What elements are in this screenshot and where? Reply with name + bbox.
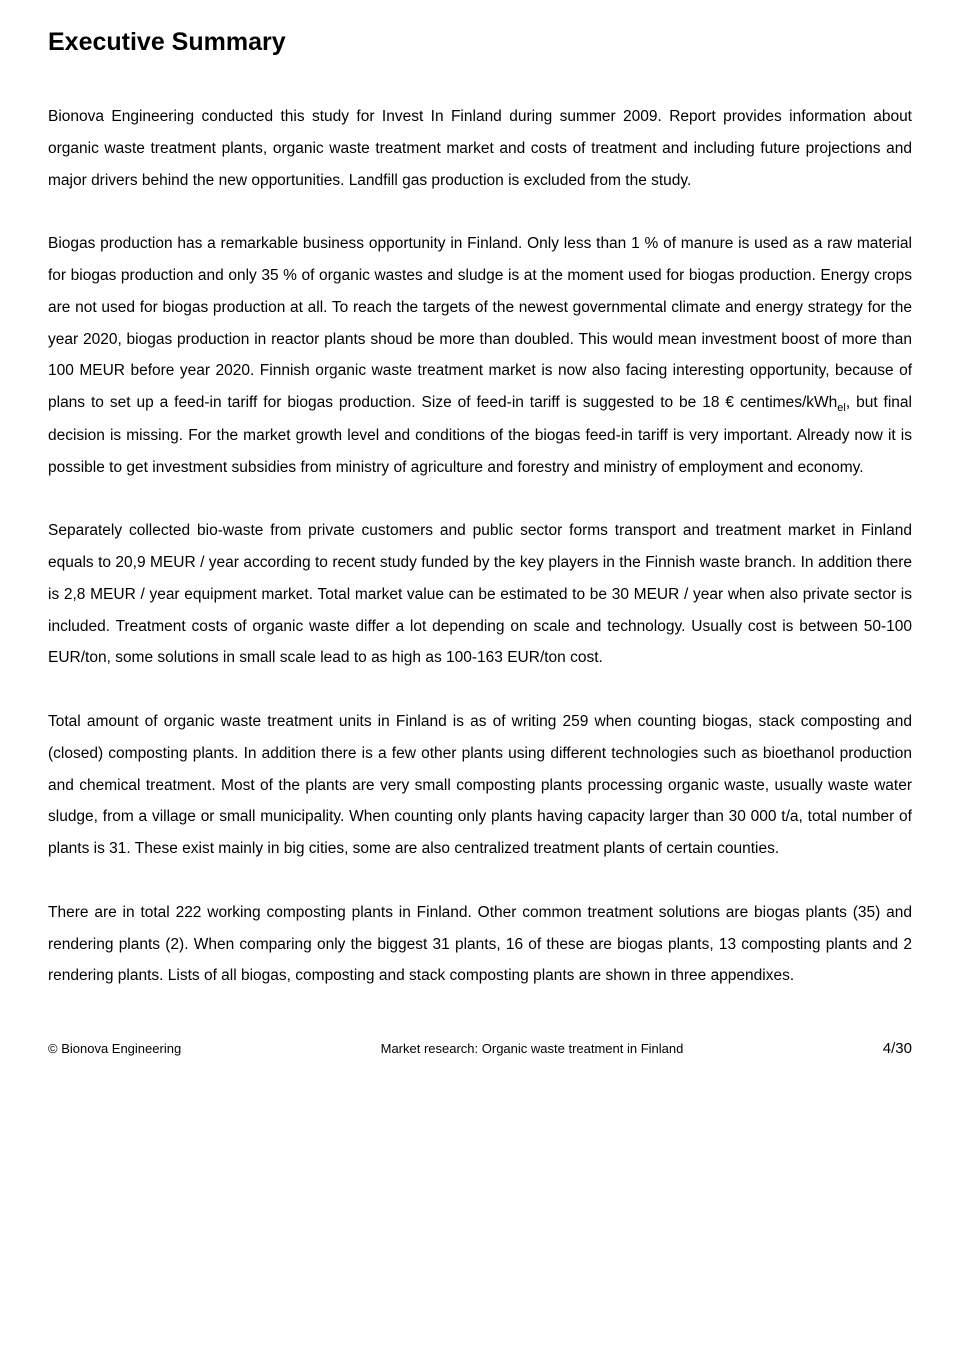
footer-page-number: 4/30: [883, 1040, 912, 1057]
subscript-el: el: [837, 402, 846, 414]
paragraph-1: Bionova Engineering conducted this study…: [48, 101, 912, 196]
page-footer: © Bionova Engineering Market research: O…: [48, 1040, 912, 1057]
paragraph-3: Separately collected bio-waste from priv…: [48, 515, 912, 674]
page-title: Executive Summary: [48, 28, 912, 57]
paragraph-2: Biogas production has a remarkable busin…: [48, 228, 912, 483]
paragraph-4: Total amount of organic waste treatment …: [48, 706, 912, 865]
paragraph-2-part-a: Biogas production has a remarkable busin…: [48, 235, 912, 411]
footer-title: Market research: Organic waste treatment…: [381, 1041, 684, 1056]
footer-copyright: © Bionova Engineering: [48, 1041, 181, 1056]
paragraph-5: There are in total 222 working compostin…: [48, 897, 912, 992]
